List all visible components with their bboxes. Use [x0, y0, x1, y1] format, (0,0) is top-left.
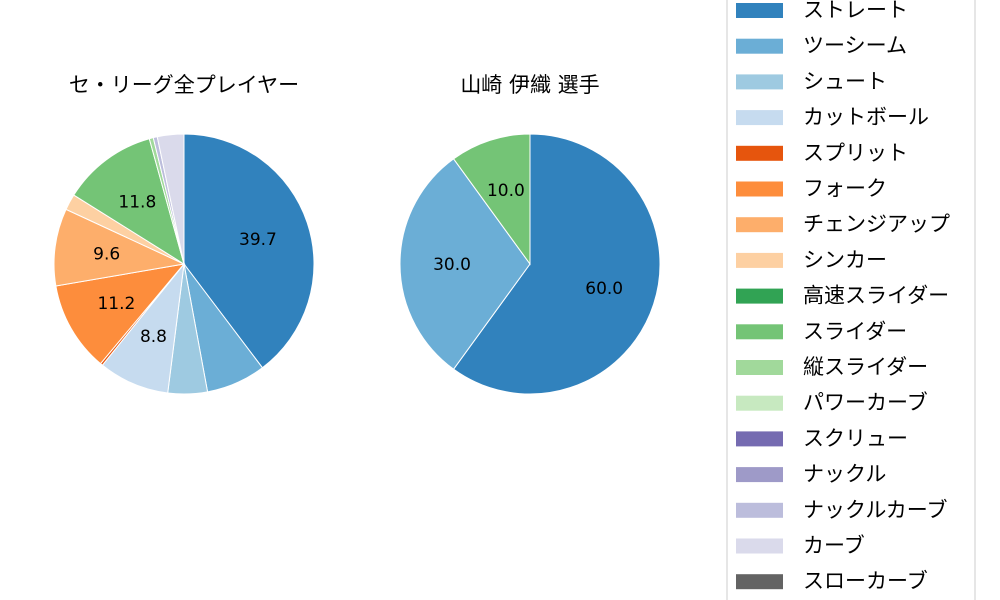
legend-label: ストレート [803, 0, 908, 22]
legend-label: ツーシーム [803, 34, 907, 58]
legend-swatch [736, 181, 783, 197]
legend-swatch [736, 574, 783, 590]
legend-item: ツーシーム [736, 34, 907, 58]
player-pie-title: 山崎 伊織 選手 [460, 73, 599, 97]
legend-label: スライダー [803, 319, 907, 343]
pie-slice [452, 133, 531, 266]
pie-slice [53, 208, 186, 287]
legend-label: スプリット [803, 141, 908, 165]
legend-item: スライダー [736, 319, 907, 343]
legend-item: シュート [736, 69, 887, 93]
legend-label: カーブ [803, 534, 865, 558]
slice-value-label: 11.2 [97, 294, 135, 314]
legend-item: ナックル [736, 462, 886, 486]
legend-swatch [736, 431, 783, 447]
legend-label: ナックルカーブ [803, 498, 947, 522]
legend-label: パワーカーブ [803, 391, 928, 415]
legend-item: チェンジアップ [736, 212, 950, 236]
legend-label: カットボール [803, 105, 929, 129]
legend-swatch [736, 74, 783, 90]
legend-item: ナックルカーブ [736, 498, 947, 522]
legend-label: 高速スライダー [803, 284, 949, 308]
legend-swatch [736, 360, 783, 375]
legend-item: ストレート [736, 0, 908, 22]
legend-item: 縦スライダー [736, 355, 928, 379]
player-pie-chart: 山崎 伊織 選手 60.0 30.0 10.0 [399, 73, 661, 395]
legend-item: 高速スライダー [736, 284, 949, 308]
legend-label: 縦スライダー [803, 355, 928, 379]
legend-swatch [736, 502, 783, 518]
legend-item: シンカー [736, 248, 887, 272]
legend-item: スローカーブ [736, 569, 928, 593]
legend-swatch [736, 110, 783, 126]
slice-value-label: 60.0 [585, 279, 623, 299]
legend-item: カーブ [736, 534, 865, 558]
legend-item: フォーク [736, 177, 887, 201]
pie-slice [156, 133, 185, 265]
slice-value-label: 10.0 [487, 181, 525, 201]
legend-item: スクリュー [736, 426, 908, 450]
pie-slice [55, 263, 186, 365]
legend-swatch [736, 3, 783, 18]
legend-label: スローカーブ [803, 569, 928, 593]
legend-item: パワーカーブ [736, 391, 928, 415]
legend-label: チェンジアップ [803, 212, 950, 236]
legend-item: カットボール [736, 105, 929, 129]
legend-label: シンカー [803, 248, 887, 272]
slice-value-label: 8.8 [140, 327, 167, 347]
legend-swatch [736, 395, 783, 411]
legend-swatch [736, 467, 783, 483]
legend: ストレートツーシームシュートカットボールスプリットフォークチェンジアップシンカー… [726, 0, 976, 600]
legend-label: シュート [803, 69, 887, 93]
pie-slice [399, 158, 531, 370]
legend-label: スクリュー [803, 426, 908, 450]
legend-swatch [736, 252, 783, 268]
slice-value-label: 9.6 [93, 245, 120, 265]
legend-label: フォーク [803, 177, 887, 201]
legend-item: スプリット [736, 141, 908, 165]
pie-slice [73, 138, 185, 266]
league-pie-title: セ・リーグ全プレイヤー [69, 73, 299, 97]
legend-swatch [736, 38, 783, 54]
legend-swatch [736, 217, 783, 233]
slice-value-label: 39.7 [239, 230, 277, 250]
legend-label: ナックル [803, 462, 886, 486]
slice-value-label: 30.0 [433, 255, 471, 275]
pie-slice [183, 133, 315, 369]
legend-swatch [736, 324, 783, 340]
slice-value-label: 11.8 [118, 192, 156, 212]
legend-swatch [736, 145, 783, 161]
legend-swatch [736, 538, 783, 554]
league-pie-chart: セ・リーグ全プレイヤー 39.7 8.811.2 9.6 11.8 [53, 73, 315, 395]
legend-swatch [736, 288, 783, 304]
pie-slice [452, 133, 661, 395]
legend-frame [726, 0, 976, 600]
